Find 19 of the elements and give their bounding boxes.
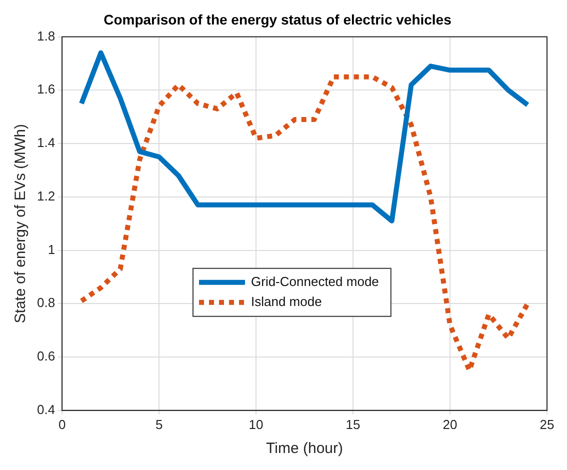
y-axis-title: State of energy of EVs (MWh) [12, 124, 30, 324]
y-tick-label: 1.4 [36, 135, 56, 150]
y-tick-label: 0.8 [36, 295, 56, 310]
x-axis-title: Time (hour) [266, 440, 344, 458]
y-tick-label: 1.8 [36, 28, 56, 44]
x-tick-label: 10 [248, 416, 264, 432]
y-tick-label: 1.2 [36, 188, 56, 204]
x-tick-label: 15 [346, 416, 360, 432]
x-tick-label: 0 [58, 416, 66, 432]
x-tick-label: 25 [540, 416, 554, 432]
x-tick-label: 20 [442, 416, 458, 432]
legend-label: Grid-Connected mode [251, 274, 379, 290]
y-tick-label: 1 [48, 242, 56, 257]
legend-label: Island mode [251, 294, 322, 310]
chart-title: Comparison of the energy status of electric vehicles [104, 11, 452, 28]
y-tick-label: 0.6 [36, 348, 56, 364]
x-tick-label: 5 [155, 416, 163, 432]
y-tick-label: 0.4 [36, 402, 56, 417]
y-tick-label: 1.6 [36, 82, 56, 97]
